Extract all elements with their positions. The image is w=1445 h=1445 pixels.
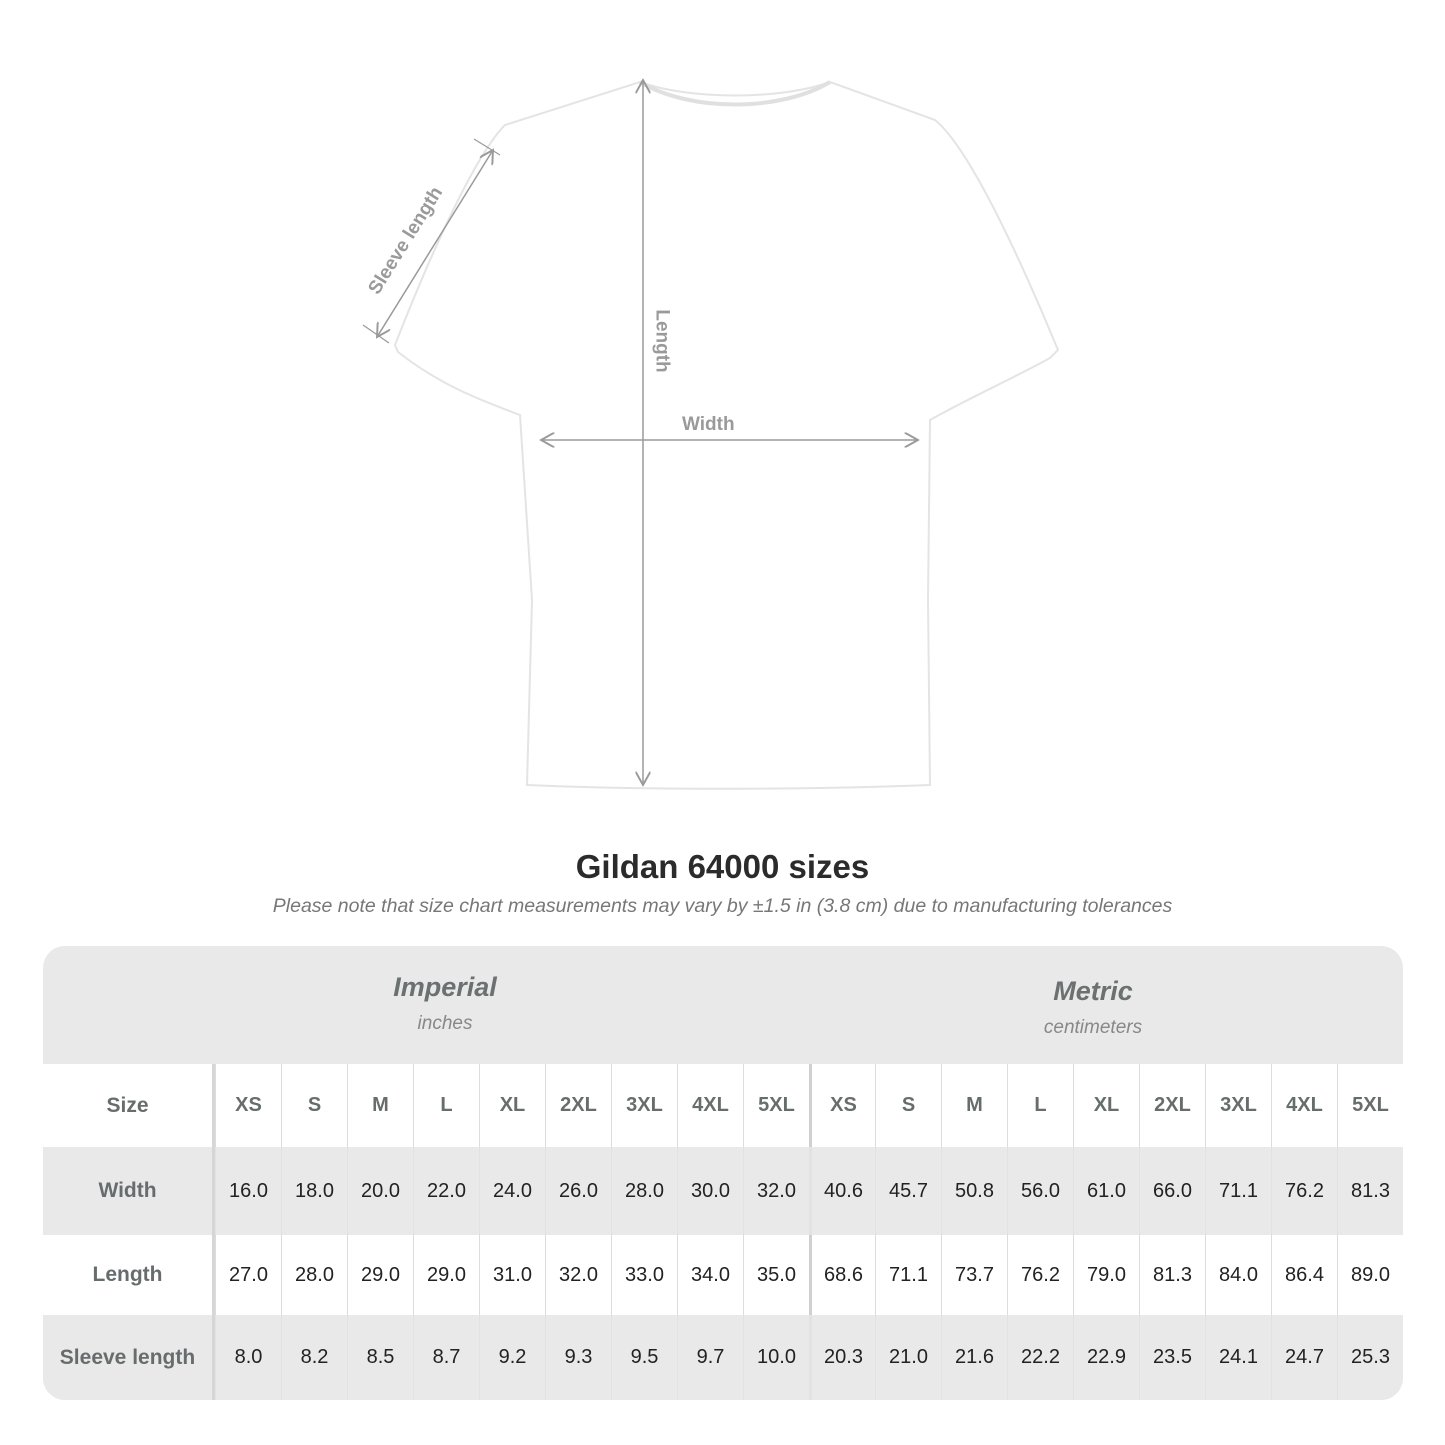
- imperial-value-cell: 9.5: [611, 1315, 677, 1400]
- size-header-cell: 4XL: [677, 1064, 743, 1147]
- imperial-value-cell: 35.0: [743, 1235, 809, 1315]
- imperial-value-cell: 8.5: [347, 1315, 413, 1400]
- metric-value-cell: 81.3: [1337, 1147, 1403, 1235]
- size-header-cell: M: [941, 1064, 1007, 1147]
- size-header-cell: L: [1007, 1064, 1073, 1147]
- length-label: Length: [651, 309, 673, 373]
- imperial-value-cell: 22.0: [413, 1147, 479, 1235]
- size-header-cell: 2XL: [545, 1064, 611, 1147]
- metric-value-cell: 86.4: [1271, 1235, 1337, 1315]
- imperial-value-cell: 29.0: [347, 1235, 413, 1315]
- size-header-cell: 3XL: [611, 1064, 677, 1147]
- imperial-value-cell: 30.0: [677, 1147, 743, 1235]
- metric-value-cell: 40.6: [809, 1147, 875, 1235]
- imperial-value-cell: 28.0: [611, 1147, 677, 1235]
- metric-value-cell: 71.1: [875, 1235, 941, 1315]
- size-header-cell: 4XL: [1271, 1064, 1337, 1147]
- imperial-value-cell: 33.0: [611, 1235, 677, 1315]
- imperial-value-cell: 16.0: [215, 1147, 281, 1235]
- metric-value-cell: 61.0: [1073, 1147, 1139, 1235]
- unit-header-band: Imperial inches Metric centimeters: [43, 946, 1403, 1064]
- metric-value-cell: 89.0: [1337, 1235, 1403, 1315]
- imperial-value-cell: 8.7: [413, 1315, 479, 1400]
- imperial-value-cell: 9.7: [677, 1315, 743, 1400]
- tolerance-note: Please note that size chart measurements…: [272, 895, 1173, 917]
- metric-value-cell: 84.0: [1205, 1235, 1271, 1315]
- size-header-cell: 5XL: [743, 1064, 809, 1147]
- imperial-value-cell: 10.0: [743, 1315, 809, 1400]
- sleeve-measure-line: [377, 150, 493, 337]
- table-row: Length 27.0 28.0 29.0 29.0 31.0 32.0 33.0 34.0 35…: [43, 1235, 1403, 1315]
- row-label: Sleeve length: [43, 1315, 215, 1400]
- size-header-cell: S: [281, 1064, 347, 1147]
- imperial-value-cell: 8.0: [215, 1315, 281, 1400]
- metric-value-cell: 45.7: [875, 1147, 941, 1235]
- metric-value-cell: 24.1: [1205, 1315, 1271, 1400]
- size-header-cell: XS: [809, 1064, 875, 1147]
- metric-value-cell: 23.5: [1139, 1315, 1205, 1400]
- row-label: Width: [43, 1147, 215, 1235]
- imperial-value-cell: 32.0: [545, 1235, 611, 1315]
- size-header-cell: 5XL: [1337, 1064, 1403, 1147]
- imperial-value-cell: 8.2: [281, 1315, 347, 1400]
- tshirt-illustration: [362, 0, 1060, 790]
- metric-value-cell: 22.2: [1007, 1315, 1073, 1400]
- size-header-cell: 3XL: [1205, 1064, 1271, 1147]
- metric-value-cell: 68.6: [809, 1235, 875, 1315]
- metric-value-cell: 79.0: [1073, 1235, 1139, 1315]
- metric-unit: centimeters: [1043, 1017, 1143, 1038]
- metric-value-cell: 24.7: [1271, 1315, 1337, 1400]
- size-header-cell: 2XL: [1139, 1064, 1205, 1147]
- imperial-value-cell: 31.0: [479, 1235, 545, 1315]
- metric-value-cell: 22.9: [1073, 1315, 1139, 1400]
- metric-value-cell: 81.3: [1139, 1235, 1205, 1315]
- size-header-cell: S: [875, 1064, 941, 1147]
- metric-value-cell: 20.3: [809, 1315, 875, 1400]
- imperial-value-cell: 28.0: [281, 1235, 347, 1315]
- metric-value-cell: 56.0: [1007, 1147, 1073, 1235]
- size-header-row: Size XS S M L XL 2XL 3XL 4XL 5XL XS S M L XL 2XL 3XL 4XL 5…: [43, 1064, 1403, 1147]
- table-row: Sleeve length 8.0 8.2 8.5 8.7 9.2 9.3 9.5 9.7 10.…: [43, 1315, 1403, 1400]
- metric-value-cell: 66.0: [1139, 1147, 1205, 1235]
- metric-value-cell: 21.6: [941, 1315, 1007, 1400]
- metric-value-cell: 73.7: [941, 1235, 1007, 1315]
- imperial-value-cell: 32.0: [743, 1147, 809, 1235]
- size-header-label: Size: [43, 1064, 215, 1147]
- width-label: Width: [682, 414, 735, 435]
- metric-value-cell: 76.2: [1271, 1147, 1337, 1235]
- chart-title: Gildan 64000 sizes: [575, 848, 870, 885]
- imperial-value-cell: 26.0: [545, 1147, 611, 1235]
- metric-value-cell: 76.2: [1007, 1235, 1073, 1315]
- imperial-value-cell: 27.0: [215, 1235, 281, 1315]
- imperial-value-cell: 20.0: [347, 1147, 413, 1235]
- size-header-cell: M: [347, 1064, 413, 1147]
- metric-value-cell: 50.8: [941, 1147, 1007, 1235]
- size-header-cell: XL: [479, 1064, 545, 1147]
- imperial-unit: inches: [417, 1013, 473, 1034]
- imperial-value-cell: 9.3: [545, 1315, 611, 1400]
- imperial-value-cell: 24.0: [479, 1147, 545, 1235]
- metric-value-cell: 21.0: [875, 1315, 941, 1400]
- imperial-value-cell: 18.0: [281, 1147, 347, 1235]
- metric-value-cell: 25.3: [1337, 1315, 1403, 1400]
- metric-value-cell: 71.1: [1205, 1147, 1271, 1235]
- size-header-cell: L: [413, 1064, 479, 1147]
- size-header-cell: XL: [1073, 1064, 1139, 1147]
- metric-title: Metric: [1053, 976, 1133, 1006]
- row-label: Length: [43, 1235, 215, 1315]
- imperial-header: Imperial inches: [215, 972, 675, 1035]
- imperial-value-cell: 9.2: [479, 1315, 545, 1400]
- table-row: Width 16.0 18.0 20.0 22.0 24.0 26.0 28.0 30.0 32.…: [43, 1147, 1403, 1235]
- size-header-cell: XS: [215, 1064, 281, 1147]
- size-table: Imperial inches Metric centimeters Size X…: [43, 946, 1403, 1400]
- imperial-value-cell: 29.0: [413, 1235, 479, 1315]
- imperial-value-cell: 34.0: [677, 1235, 743, 1315]
- metric-header: Metric centimeters: [863, 976, 1323, 1039]
- imperial-title: Imperial: [393, 972, 497, 1002]
